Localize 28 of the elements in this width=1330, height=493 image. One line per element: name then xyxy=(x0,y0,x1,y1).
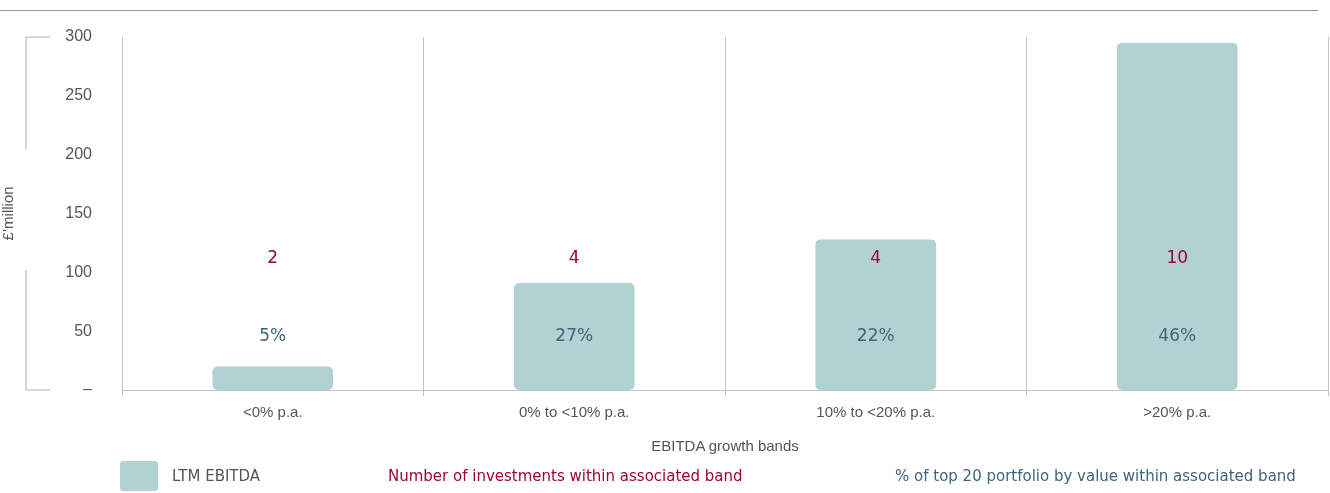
annotation: 4 xyxy=(870,247,882,268)
bar xyxy=(212,366,334,390)
bar xyxy=(815,239,937,390)
y-tick-label: – xyxy=(83,380,93,398)
y-axis-title: £’million xyxy=(0,186,17,241)
x-tick-label: <0% p.a. xyxy=(242,403,303,421)
annotation: 27% xyxy=(555,325,594,346)
x-tick-label: 0% to <10% p.a. xyxy=(519,403,630,421)
text: Number of investments within associated band xyxy=(388,467,743,485)
y-tick-label: 300 xyxy=(65,27,93,45)
y-tick-label: 100 xyxy=(65,262,93,280)
x-tick-label: >20% p.a. xyxy=(1143,403,1212,421)
annotation: 5% xyxy=(259,325,287,346)
annotation: 2 xyxy=(267,247,279,268)
annotation: 46% xyxy=(1158,325,1197,346)
y-tick-label: 200 xyxy=(65,145,93,163)
y-tick-label: 150 xyxy=(65,203,93,221)
text: % of top 20 portfolio by value within associated band xyxy=(895,467,1296,485)
bar xyxy=(513,282,635,390)
x-axis-title: EBITDA growth bands xyxy=(651,437,799,455)
y-tick-label: 250 xyxy=(65,86,93,104)
x-tick-label: 10% to <20% p.a. xyxy=(816,403,936,421)
annotation: 22% xyxy=(856,325,895,346)
legend-label: LTM EBITDA xyxy=(172,467,261,485)
annotation: 10 xyxy=(1166,247,1189,268)
y-tick-label: 50 xyxy=(74,321,93,339)
annotation: 4 xyxy=(568,247,580,268)
bar xyxy=(1116,42,1238,390)
